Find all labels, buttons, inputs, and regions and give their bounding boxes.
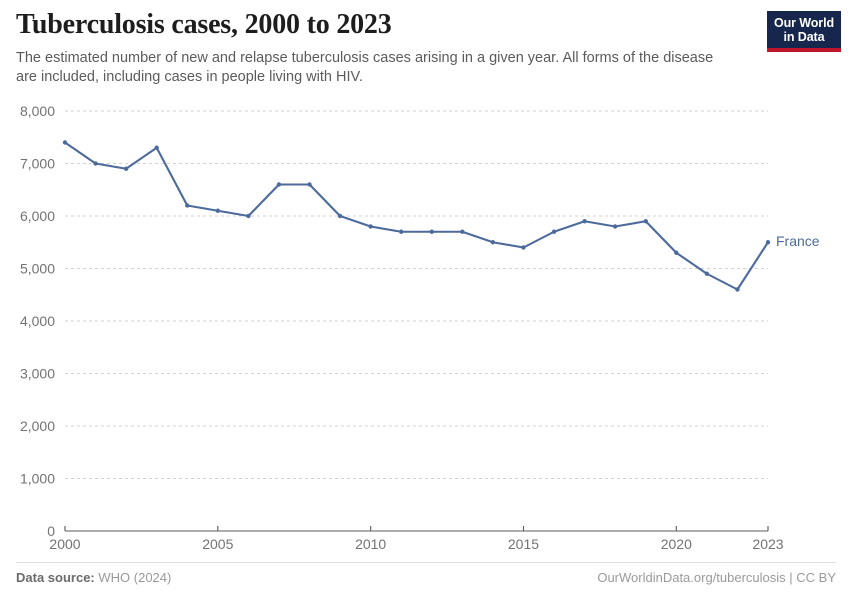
x-axis <box>64 526 769 532</box>
x-axis-tick-label: 2010 <box>355 536 386 552</box>
data-point[interactable] <box>93 161 98 166</box>
owid-logo-line-2: in Data <box>783 30 825 44</box>
series-line-france <box>63 141 770 291</box>
data-point[interactable] <box>123 166 129 171</box>
data-point[interactable] <box>337 213 343 219</box>
owid-logo-line-1: Our World <box>774 16 834 30</box>
data-source-value: WHO (2024) <box>98 570 172 585</box>
series-group: France <box>62 140 820 292</box>
y-axis-tick-label: 4,000 <box>20 313 55 329</box>
data-point[interactable] <box>735 287 740 292</box>
gridlines <box>65 110 768 479</box>
chart-footer: Data source: WHO (2024) OurWorldinData.o… <box>16 562 836 588</box>
attribution-link[interactable]: OurWorldinData.org/tuberculosis | CC BY <box>597 570 836 585</box>
data-source: Data source: WHO (2024) <box>16 570 171 585</box>
data-point[interactable] <box>460 229 465 234</box>
x-axis-tick-label: 2015 <box>508 536 539 552</box>
data-point[interactable] <box>368 224 373 229</box>
data-point[interactable] <box>765 240 771 245</box>
owid-logo[interactable]: Our World in Data <box>767 11 841 52</box>
y-axis-tick-label: 8,000 <box>20 103 55 119</box>
data-point[interactable] <box>154 145 159 150</box>
data-point[interactable] <box>490 240 496 245</box>
x-axis-tick-label: 2020 <box>661 536 692 552</box>
x-axis-tick-label: 2023 <box>752 536 783 552</box>
data-point[interactable] <box>429 229 434 234</box>
data-point[interactable] <box>307 182 312 187</box>
data-point[interactable] <box>185 203 190 208</box>
y-axis-labels: 0 1,000 2,000 3,000 4,000 5,000 6,000 7,000 8,00… <box>20 103 55 539</box>
data-point[interactable] <box>674 250 679 255</box>
y-axis-tick-label: 3,000 <box>20 366 55 382</box>
x-axis-tick-label: 2000 <box>49 536 80 552</box>
data-point[interactable] <box>62 140 68 145</box>
y-axis-tick-label: 6,000 <box>20 208 55 224</box>
data-point[interactable] <box>276 182 282 187</box>
chart-subtitle: The estimated number of new and relapse … <box>16 50 714 85</box>
x-axis-labels: 2000 2005 2010 2015 2020 2023 <box>49 536 783 552</box>
data-point[interactable] <box>551 229 557 234</box>
x-axis-tick-label: 2005 <box>202 536 233 552</box>
data-point[interactable] <box>704 271 710 276</box>
data-point[interactable] <box>521 245 526 250</box>
y-axis-tick-label: 0 <box>47 523 55 539</box>
y-axis-tick-label: 5,000 <box>20 261 55 277</box>
y-axis-tick-label: 1,000 <box>20 471 55 487</box>
data-source-label: Data source: <box>16 570 95 585</box>
chart-header: Tuberculosis cases, 2000 to 2023 The est… <box>16 8 756 87</box>
data-point[interactable] <box>643 219 648 224</box>
y-axis-tick-label: 2,000 <box>20 418 55 434</box>
page-title: Tuberculosis cases, 2000 to 2023 <box>16 9 392 40</box>
data-point[interactable] <box>582 219 587 224</box>
data-point[interactable] <box>612 224 618 229</box>
data-point[interactable] <box>215 208 221 213</box>
data-point[interactable] <box>399 229 404 234</box>
y-axis-tick-label: 7,000 <box>20 156 55 172</box>
series-label-france[interactable]: France <box>776 233 820 249</box>
data-point[interactable] <box>246 213 251 219</box>
